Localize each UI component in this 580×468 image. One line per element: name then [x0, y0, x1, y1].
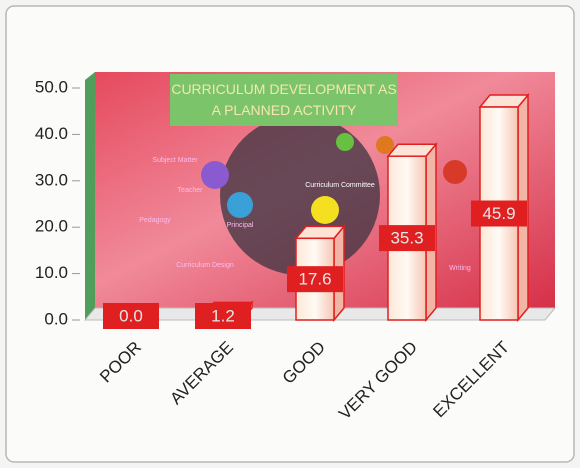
value-label: 17.6 [298, 270, 331, 289]
value-label-box [287, 266, 343, 293]
value-label: 0.0 [119, 306, 143, 325]
y-tick-label: 40.0 [35, 124, 68, 143]
decor [227, 192, 253, 218]
decor [201, 161, 229, 189]
decor [336, 133, 354, 151]
value-label-box [379, 225, 435, 252]
value-label-box [195, 303, 251, 329]
chart-title: CURRICULUM DEVELOPMENT AS A PLANNED ACTI… [170, 74, 398, 126]
decor [376, 136, 394, 154]
image-label: Principal [227, 222, 254, 229]
image-label: Pedagogy [139, 217, 171, 224]
decor [311, 196, 339, 224]
image-label: Curriculum Design [176, 262, 234, 269]
y-tick-label: 30.0 [35, 170, 68, 189]
value-label: 45.9 [482, 204, 515, 223]
y-tick-label: 10.0 [35, 263, 68, 282]
y-tick-label: 0.0 [44, 309, 68, 328]
value-label-box [103, 303, 159, 329]
image-label: Writing [449, 265, 471, 272]
value-label: 35.3 [390, 229, 423, 248]
value-label: 1.2 [211, 306, 235, 325]
image-label: Subject Matter [152, 157, 198, 164]
decor [443, 160, 467, 184]
side-wall [85, 72, 95, 320]
image-label: Teacher [178, 187, 204, 194]
value-label-box [471, 200, 527, 227]
y-tick-label: 50.0 [35, 77, 68, 96]
image-label: Curriculum Committee [305, 182, 375, 189]
y-tick-label: 20.0 [35, 217, 68, 236]
